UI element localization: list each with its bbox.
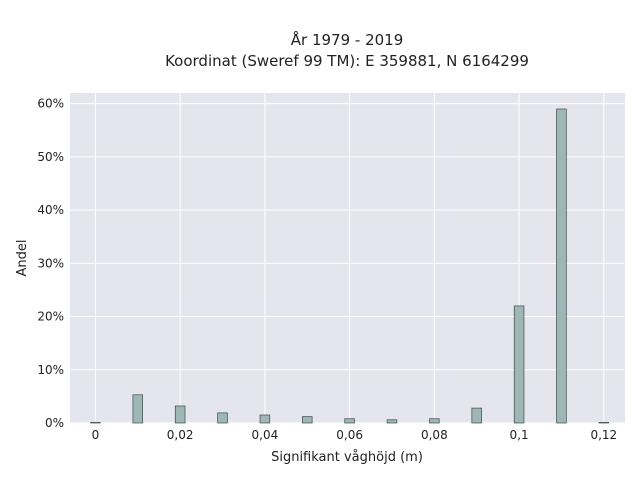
histogram-bar (174, 405, 186, 424)
x-tick-label: 0,1 (510, 428, 529, 442)
histogram-bar (259, 414, 271, 424)
y-tick-label: 30% (37, 256, 64, 270)
x-tick-label: 0,08 (421, 428, 448, 442)
x-axis-label: Signifikant våghöjd (m) (271, 450, 423, 465)
histogram-bar (90, 422, 101, 424)
histogram-bar (513, 305, 525, 424)
histogram-bar (344, 418, 355, 424)
histogram-bar (302, 416, 313, 424)
x-tick-label: 0,12 (590, 428, 617, 442)
y-tick-label: 40% (37, 203, 64, 217)
y-tick-label: 50% (37, 150, 64, 164)
x-tick-label: 0,02 (167, 428, 194, 442)
chart-subtitle: Koordinat (Sweref 99 TM): E 359881, N 61… (165, 52, 529, 70)
x-tick-label: 0,06 (336, 428, 363, 442)
y-tick-label: 60% (37, 97, 64, 111)
bars (90, 108, 610, 424)
histogram-bar (471, 407, 482, 424)
y-tick-label: 0% (45, 416, 64, 430)
x-tick-labels: 0 0,02 0,04 0,06 0,08 0,1 0,12 (92, 428, 618, 442)
plot-area (70, 93, 625, 423)
y-tick-label: 10% (37, 363, 64, 377)
chart-title: År 1979 - 2019 (291, 30, 404, 49)
histogram-bar (132, 394, 144, 424)
x-tick-label: 0,04 (252, 428, 279, 442)
histogram-bar (598, 422, 610, 424)
histogram-bar (429, 418, 440, 424)
y-axis-label: Andel (15, 240, 30, 277)
histogram-bar (556, 108, 567, 424)
y-tick-labels: 0% 10% 20% 30% 40% 50% 60% (37, 97, 64, 430)
x-tick-label: 0 (92, 428, 100, 442)
histogram-bar (386, 419, 398, 424)
y-tick-label: 20% (37, 310, 64, 324)
histogram-bar (217, 412, 228, 424)
